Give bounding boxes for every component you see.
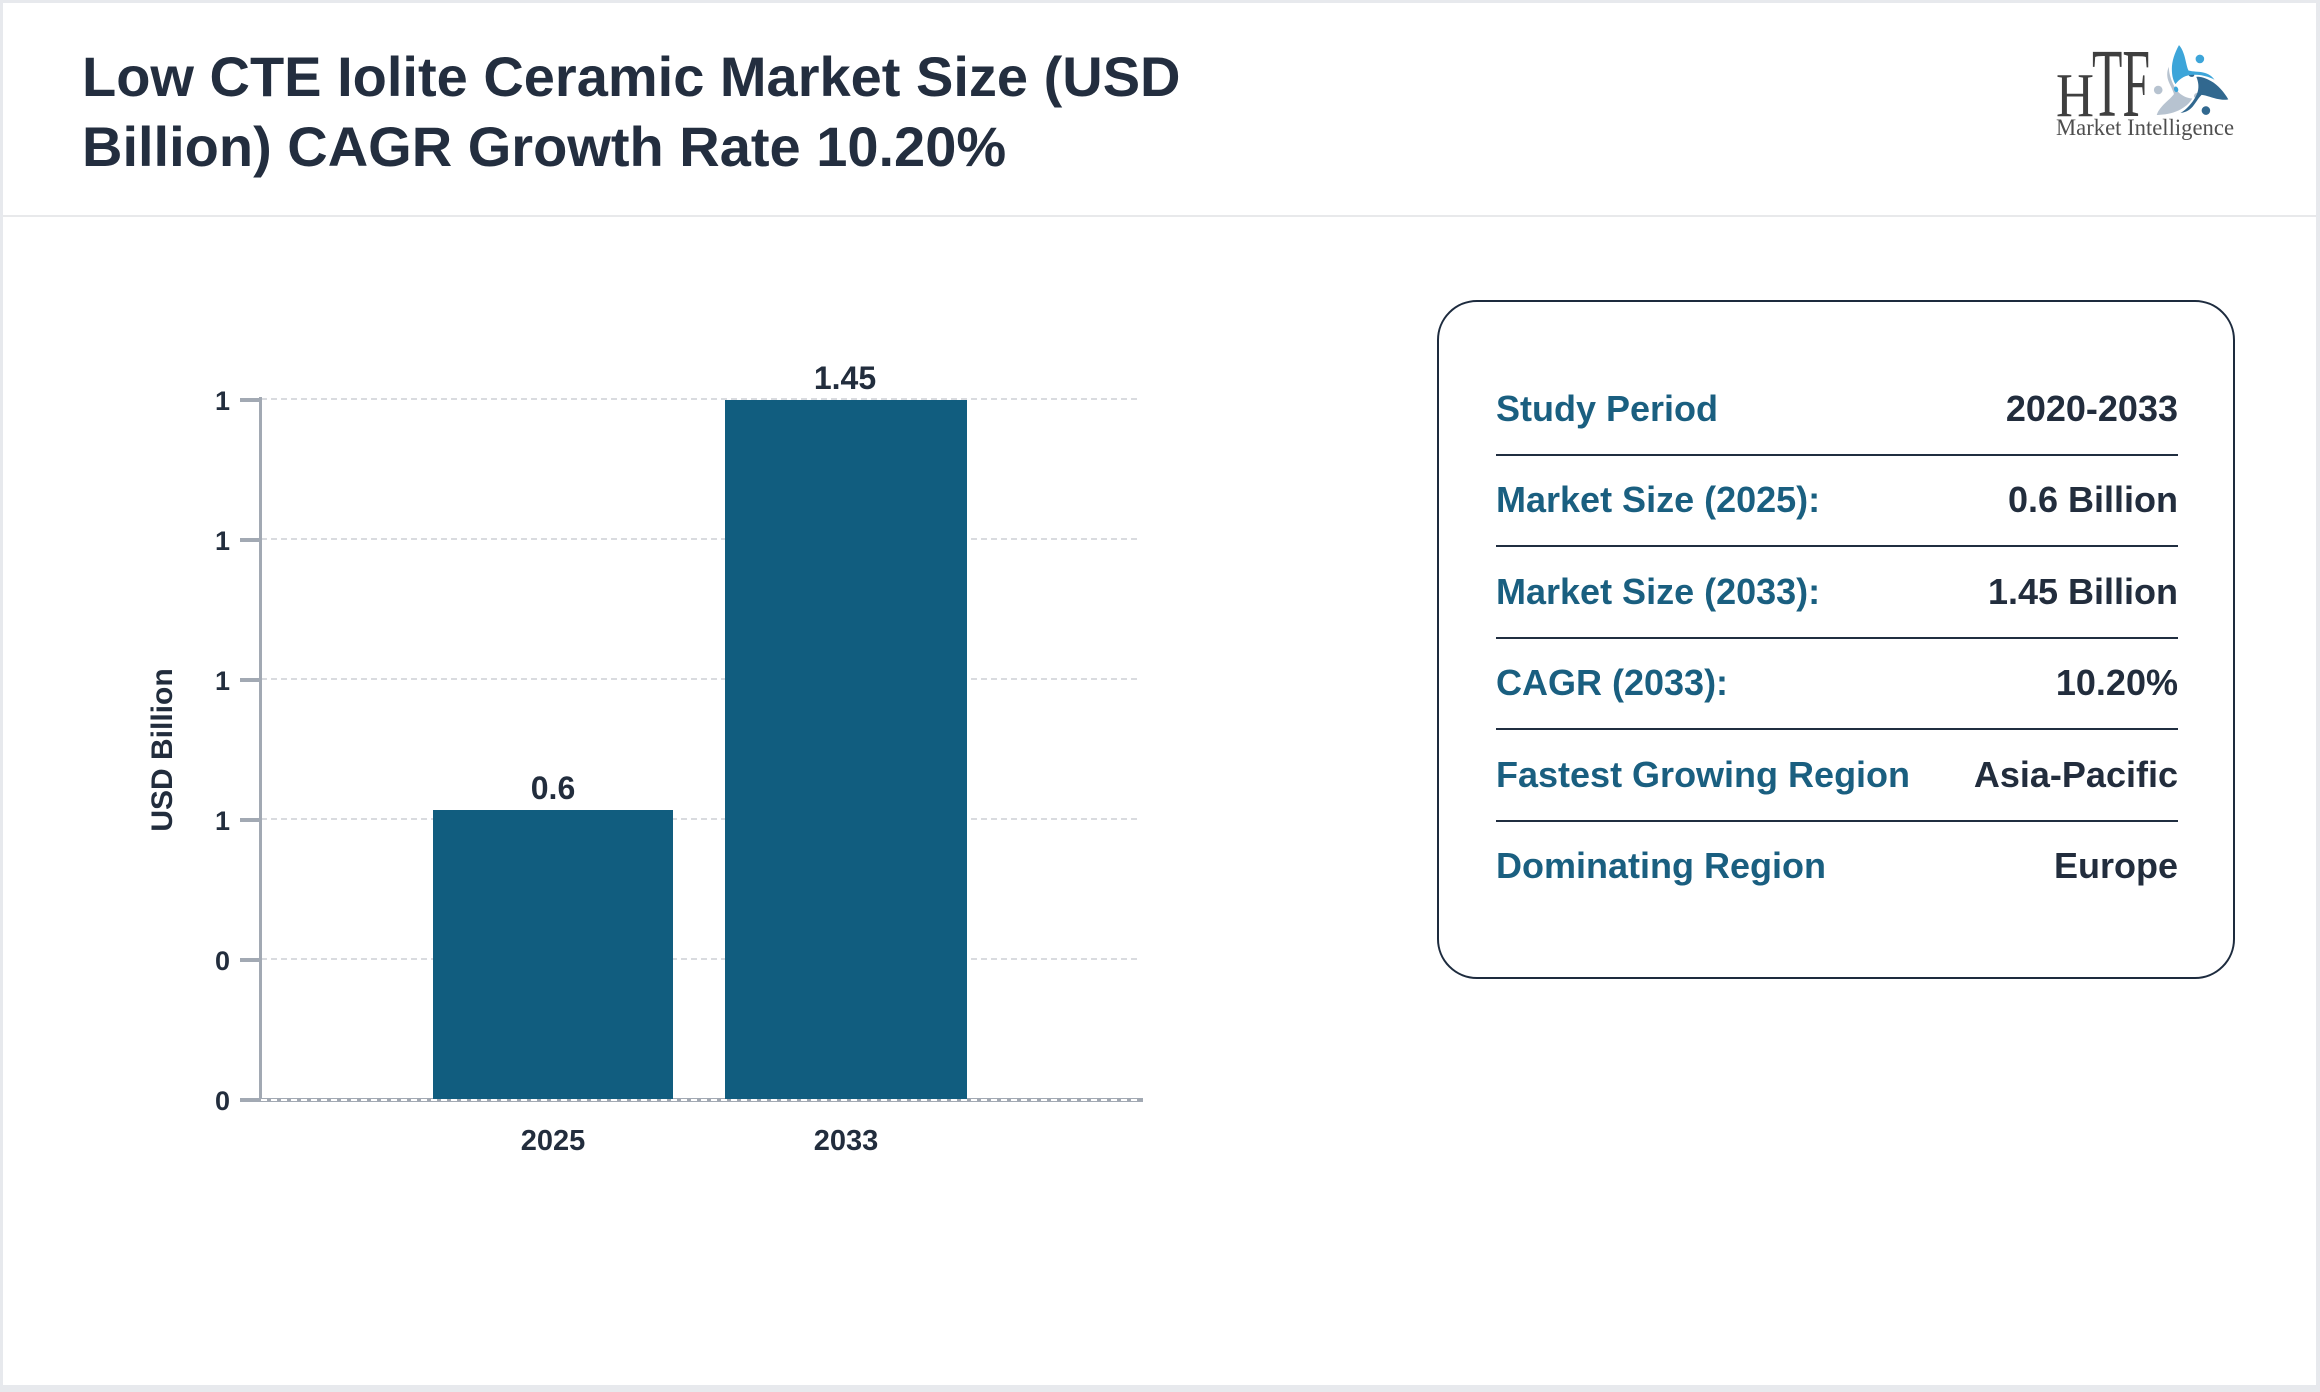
svg-text:TF: TF [2092, 30, 2150, 138]
svg-text:Market Intelligence: Market Intelligence [2056, 115, 2234, 141]
svg-text:H: H [2056, 62, 2094, 130]
